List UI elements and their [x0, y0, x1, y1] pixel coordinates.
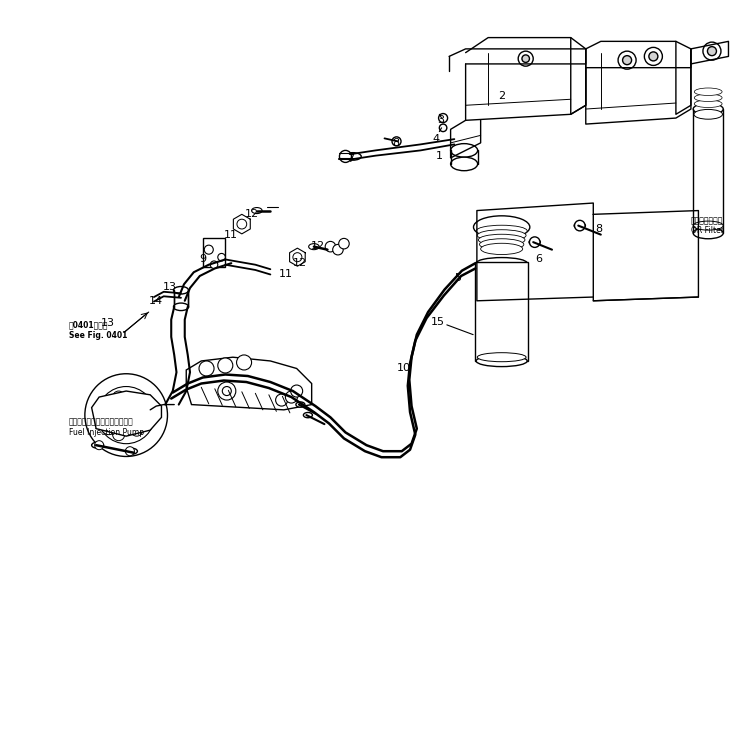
Circle shape	[703, 42, 721, 60]
Text: 3: 3	[437, 115, 445, 126]
Circle shape	[137, 409, 149, 421]
Circle shape	[618, 51, 636, 69]
Ellipse shape	[476, 356, 527, 366]
Circle shape	[210, 261, 218, 268]
Circle shape	[522, 55, 529, 62]
Text: 13: 13	[101, 318, 114, 329]
Circle shape	[125, 447, 134, 456]
Circle shape	[518, 51, 533, 66]
Ellipse shape	[474, 216, 530, 238]
Ellipse shape	[303, 412, 312, 418]
Ellipse shape	[480, 239, 524, 250]
Text: 13: 13	[163, 282, 176, 293]
Ellipse shape	[476, 257, 527, 268]
Ellipse shape	[694, 109, 722, 120]
Ellipse shape	[694, 88, 722, 96]
Circle shape	[131, 424, 143, 436]
Circle shape	[649, 52, 658, 61]
Text: 11: 11	[225, 229, 238, 240]
Text: 14: 14	[149, 296, 163, 306]
Bar	[203, 238, 225, 267]
Text: 5: 5	[454, 273, 462, 284]
Circle shape	[98, 387, 155, 444]
Circle shape	[333, 244, 343, 255]
Text: 4: 4	[433, 134, 440, 144]
Ellipse shape	[481, 244, 523, 254]
Ellipse shape	[478, 235, 525, 245]
Polygon shape	[92, 391, 161, 436]
Text: 9: 9	[199, 254, 207, 265]
Ellipse shape	[529, 239, 541, 245]
Circle shape	[101, 420, 116, 435]
Text: 12: 12	[246, 209, 259, 220]
Text: 6: 6	[535, 254, 543, 265]
Text: 8: 8	[392, 138, 400, 148]
Circle shape	[222, 387, 231, 396]
Ellipse shape	[125, 448, 137, 454]
Text: 10: 10	[397, 363, 411, 374]
Ellipse shape	[252, 208, 262, 214]
Ellipse shape	[296, 402, 305, 408]
Circle shape	[707, 47, 716, 56]
Circle shape	[291, 385, 303, 397]
Circle shape	[285, 391, 297, 403]
Text: フェルインジェクションポンプ
Fuel Injection Pump: フェルインジェクションポンプ Fuel Injection Pump	[69, 417, 144, 437]
Circle shape	[95, 441, 104, 450]
Circle shape	[110, 399, 143, 432]
Text: 7: 7	[347, 154, 354, 165]
Circle shape	[623, 56, 632, 65]
Text: 8: 8	[596, 224, 603, 235]
Circle shape	[439, 114, 448, 123]
Circle shape	[199, 361, 214, 376]
Ellipse shape	[92, 442, 104, 448]
Text: 1: 1	[436, 151, 443, 162]
Ellipse shape	[478, 230, 526, 241]
Circle shape	[325, 241, 336, 252]
Circle shape	[113, 391, 125, 403]
Text: 15: 15	[431, 317, 445, 327]
Circle shape	[276, 394, 288, 406]
Ellipse shape	[693, 103, 723, 114]
Ellipse shape	[693, 221, 723, 230]
Ellipse shape	[309, 244, 319, 250]
Circle shape	[439, 124, 447, 132]
Ellipse shape	[694, 100, 722, 108]
Circle shape	[644, 47, 662, 65]
Ellipse shape	[478, 353, 526, 362]
Circle shape	[129, 396, 141, 408]
Circle shape	[218, 253, 225, 261]
Text: 第0401図参照
See Fig. 0401: 第0401図参照 See Fig. 0401	[69, 320, 128, 340]
Circle shape	[113, 429, 125, 441]
Ellipse shape	[693, 227, 723, 239]
Text: 11: 11	[279, 269, 292, 280]
Circle shape	[339, 238, 349, 249]
Circle shape	[85, 374, 167, 456]
Circle shape	[101, 399, 113, 411]
Text: オイルフィルタ
OR Filter: オイルフィルタ OR Filter	[691, 216, 724, 235]
Bar	[475, 262, 528, 361]
Bar	[174, 290, 188, 307]
Ellipse shape	[173, 303, 189, 311]
Circle shape	[392, 137, 401, 146]
Circle shape	[339, 150, 351, 162]
Ellipse shape	[575, 223, 586, 229]
Circle shape	[218, 382, 236, 400]
Text: 12: 12	[293, 258, 306, 268]
Circle shape	[204, 245, 213, 254]
Circle shape	[237, 220, 246, 229]
Circle shape	[237, 355, 252, 370]
Text: 2: 2	[498, 90, 505, 101]
Circle shape	[529, 237, 540, 247]
Circle shape	[293, 253, 302, 262]
Ellipse shape	[694, 94, 722, 102]
Ellipse shape	[476, 226, 527, 236]
Ellipse shape	[345, 153, 361, 160]
Ellipse shape	[451, 144, 478, 157]
Circle shape	[218, 358, 233, 373]
Circle shape	[575, 220, 585, 231]
Ellipse shape	[451, 157, 478, 171]
Ellipse shape	[173, 287, 189, 294]
Text: 12: 12	[311, 241, 324, 251]
Polygon shape	[186, 357, 312, 410]
